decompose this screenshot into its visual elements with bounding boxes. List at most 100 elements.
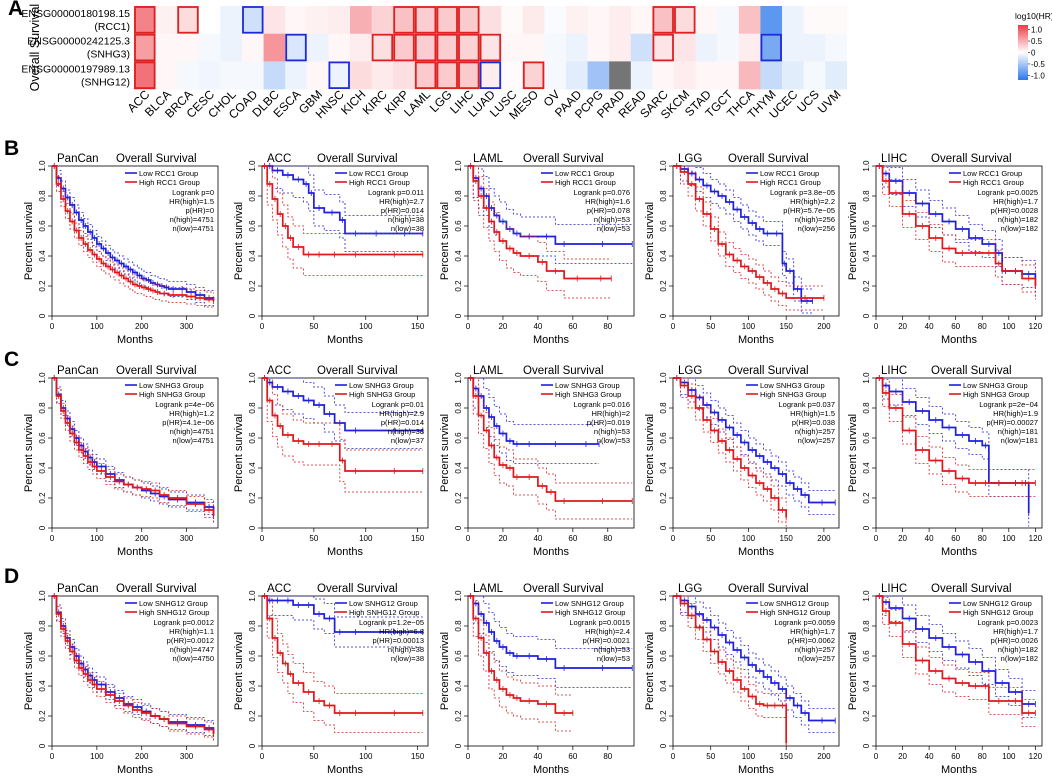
stat-text: Logrank p=4e−06 bbox=[155, 400, 214, 409]
low-group-curve bbox=[468, 595, 633, 669]
y-tick-label: 0 bbox=[38, 313, 47, 318]
y-tick-label: 1.0 bbox=[38, 590, 47, 602]
heatmap-cell bbox=[501, 6, 524, 34]
x-tick-label: 40 bbox=[533, 322, 542, 331]
plot-frame bbox=[51, 595, 219, 747]
y-tick-label: 0.8 bbox=[38, 620, 47, 632]
x-tick-label: 100 bbox=[359, 322, 373, 331]
heatmap-cell bbox=[177, 61, 200, 90]
plot-title: LGG bbox=[678, 365, 702, 377]
y-tick-label: 0.4 bbox=[454, 680, 463, 692]
x-tick-label: 20 bbox=[498, 534, 507, 543]
heatmap-cell bbox=[522, 6, 545, 34]
significant-high-box bbox=[436, 6, 458, 34]
significant-low-box bbox=[285, 33, 307, 62]
heatmap-cell bbox=[609, 6, 632, 34]
y-tick-label: 0.2 bbox=[38, 710, 47, 722]
heatmap-cell bbox=[782, 33, 804, 62]
significant-high-box bbox=[393, 6, 415, 34]
stat-text: n(high)=4751 bbox=[170, 427, 214, 436]
heatmap-column-label: UCS bbox=[794, 87, 822, 115]
stat-text: HR(high)=1.6 bbox=[585, 197, 630, 206]
stat-text: HR(high)=1.7 bbox=[993, 197, 1038, 206]
x-tick-label: 80 bbox=[978, 534, 987, 543]
stat-text: HR(high)=1.7 bbox=[790, 627, 835, 636]
significant-high-box bbox=[134, 61, 156, 90]
legend-label-high: High SNHG3 Group bbox=[760, 390, 826, 399]
x-tick-label: 150 bbox=[780, 534, 794, 543]
x-tick-label: 20 bbox=[898, 534, 907, 543]
heatmap-cell bbox=[501, 61, 524, 90]
y-tick-label: 1.0 bbox=[38, 372, 47, 384]
stat-text: n(low)=182 bbox=[1001, 654, 1038, 663]
legend-label-low: Low RCC1 Group bbox=[760, 169, 819, 178]
x-tick-label: 0 bbox=[50, 322, 55, 331]
plot-subtitle: Overall Survival bbox=[523, 153, 604, 165]
plot-subtitle: Overall Survival bbox=[931, 365, 1012, 377]
heatmap: ENSG00000180198.15(RCC1) ENSG00000242125.… bbox=[21, 4, 1052, 122]
stat-text: n(low)=257 bbox=[798, 436, 835, 445]
y-tick-label: 0.2 bbox=[38, 280, 47, 292]
plot-title: LIHC bbox=[881, 583, 907, 595]
y-tick-label: 0.6 bbox=[659, 650, 668, 662]
x-tick-label: 60 bbox=[568, 322, 577, 331]
heatmap-cell bbox=[350, 61, 372, 90]
y-tick-label: 0.4 bbox=[454, 250, 463, 262]
plot-subtitle: Overall Survival bbox=[317, 153, 398, 165]
x-tick-label: 0 bbox=[671, 752, 676, 761]
significant-high-box bbox=[458, 61, 480, 90]
km-plot: LGG Overall Survival 0 50 100 150 200 0 0.2 0.4 0.… bbox=[644, 583, 840, 776]
plot-frame bbox=[51, 377, 219, 529]
x-tick-label: 60 bbox=[568, 534, 577, 543]
x-tick-label: 100 bbox=[1002, 322, 1016, 331]
heatmap-legend-tick-label: -0.5 bbox=[1031, 60, 1045, 69]
heatmap-row-label: (SNHG12) bbox=[81, 76, 130, 88]
stat-text: n(high)=38 bbox=[388, 215, 424, 224]
heatmap-cell bbox=[609, 33, 632, 62]
y-tick-label: 0.6 bbox=[38, 432, 47, 444]
high-group-ci-lower bbox=[52, 377, 214, 524]
x-tick-label: 100 bbox=[742, 534, 756, 543]
x-tick-label: 60 bbox=[951, 322, 960, 331]
y-tick-label: 0.6 bbox=[248, 220, 257, 232]
stat-text: Logrank p=3.8e−05 bbox=[770, 188, 835, 197]
plot-frame bbox=[467, 165, 635, 317]
stat-text: n(low)=53 bbox=[597, 436, 630, 445]
heatmap-row-label: ENSG00000180198.15 bbox=[21, 8, 130, 20]
stat-text: HR(high)=2 bbox=[591, 409, 630, 418]
x-tick-label: 300 bbox=[180, 752, 194, 761]
stat-text: n(low)=181 bbox=[1001, 436, 1038, 445]
y-tick-label: 0.4 bbox=[38, 250, 47, 262]
legend-label-low: Low SNHG12 Group bbox=[349, 599, 418, 608]
km-plot: LGG Overall Survival 0 50 100 150 200 0 0.2 0.4 0.… bbox=[644, 365, 840, 558]
stat-text: HR(high)=2.2 bbox=[790, 197, 835, 206]
heatmap-cell bbox=[587, 61, 610, 90]
high-group-ci-upper bbox=[468, 165, 612, 260]
heatmap-cell bbox=[350, 6, 372, 34]
y-tick-label: 0.2 bbox=[862, 492, 871, 504]
y-tick-label: 0 bbox=[862, 743, 871, 748]
high-group-curve bbox=[673, 165, 824, 299]
km-plot: LAML Overall Survival 0 20 40 60 80 0 0.2 0.4 0.6 0… bbox=[439, 583, 635, 776]
heatmap-cell bbox=[134, 33, 156, 62]
heatmap-cell bbox=[544, 6, 567, 34]
x-tick-label: 50 bbox=[706, 534, 715, 543]
significant-high-box bbox=[479, 33, 502, 62]
stat-text: Logrank p=0.016 bbox=[573, 400, 630, 409]
y-tick-label: 0.6 bbox=[38, 220, 47, 232]
y-tick-label: 0 bbox=[454, 525, 463, 530]
low-group-curve bbox=[262, 165, 423, 235]
y-tick-label: 0.4 bbox=[659, 462, 668, 474]
stat-text: Logrank p=0.01 bbox=[372, 400, 424, 409]
stat-text: p(HR)=0.038 bbox=[792, 418, 835, 427]
significant-high-box bbox=[134, 6, 156, 34]
x-tick-label: 100 bbox=[359, 752, 373, 761]
high-group-ci-lower bbox=[876, 165, 1036, 300]
y-tick-label: 0.2 bbox=[659, 492, 668, 504]
x-axis-label: Months bbox=[327, 764, 364, 776]
stat-text: p(HR)=0.0062 bbox=[788, 636, 835, 645]
stat-text: HR(high)=1.5 bbox=[169, 197, 214, 206]
x-tick-label: 20 bbox=[898, 322, 907, 331]
km-plot: ACC Overall Survival 0 50 100 150 0 0.2 0.4 0.6 0.… bbox=[233, 583, 429, 776]
